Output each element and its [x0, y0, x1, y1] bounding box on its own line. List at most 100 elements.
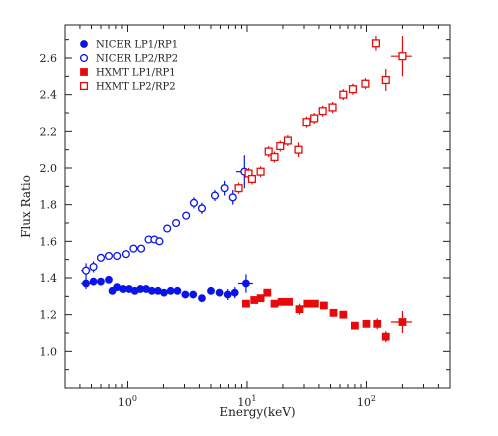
data-point [348, 83, 357, 95]
x-tick-exponent: 0 [132, 394, 137, 403]
point-marker [381, 332, 390, 341]
point-marker [207, 286, 215, 295]
point-marker [96, 253, 106, 262]
point-marker [371, 39, 380, 48]
point-marker [182, 211, 191, 220]
data-point [129, 244, 138, 253]
legend-marker [79, 81, 89, 91]
legend-marker [80, 68, 88, 76]
data-point [303, 299, 312, 308]
data-point [295, 303, 304, 315]
point-marker [398, 318, 407, 326]
point-marker [285, 297, 293, 306]
data-point [160, 288, 168, 297]
data-point [285, 297, 293, 306]
point-marker [181, 290, 190, 299]
data-point [220, 180, 229, 196]
data-point [228, 190, 237, 205]
data-point [362, 319, 371, 328]
legend-label: NICER LP1/RP1 [96, 40, 178, 51]
point-marker [373, 319, 382, 328]
data-point [198, 294, 206, 303]
legend-item: HXMT LP2/RP2 [79, 81, 176, 93]
y-tick-label: 1.8 [40, 199, 58, 212]
data-point [137, 244, 146, 253]
point-marker [361, 79, 370, 88]
x-tick-base: 10 [357, 396, 371, 409]
point-marker [263, 288, 272, 297]
data-point [256, 166, 265, 178]
point-marker [328, 103, 337, 112]
data-point [276, 140, 285, 152]
point-marker [398, 52, 407, 61]
data-point [223, 289, 232, 300]
data-point [189, 197, 199, 209]
data-point [104, 251, 114, 261]
point-marker [197, 204, 207, 213]
point-marker [173, 286, 182, 295]
point-marker [172, 218, 181, 228]
point-marker [350, 321, 359, 330]
point-marker [339, 90, 348, 99]
data-point [237, 274, 253, 293]
point-marker [215, 288, 224, 297]
point-marker [81, 266, 91, 275]
data-point [172, 218, 181, 228]
point-marker [283, 136, 292, 145]
data-point [310, 113, 319, 124]
x-tick-label: 102 [357, 394, 376, 409]
legend-marker [79, 53, 89, 63]
point-marker [220, 184, 229, 193]
data-point [173, 286, 182, 295]
series-2 [81, 155, 252, 278]
x-axis-ticks: 100 101 102 [64, 25, 451, 409]
point-marker [104, 251, 114, 261]
data-point [302, 116, 311, 128]
point-marker [105, 275, 113, 284]
x-axis-label: Energy(keV) [219, 405, 295, 419]
point-marker [270, 152, 279, 162]
data-point [339, 310, 348, 319]
data-point [181, 290, 190, 299]
data-point [105, 275, 113, 284]
data-point [270, 151, 279, 163]
point-marker [89, 262, 98, 272]
x-tick-base: 10 [237, 396, 251, 409]
data-point [136, 285, 145, 293]
point-marker [97, 277, 105, 286]
data-point [373, 318, 382, 330]
point-marker [163, 224, 172, 233]
data-point [264, 146, 273, 157]
legend: NICER LP1/RP1 NICER LP2/RP2 HXMT LP1/RP1 HX… [79, 40, 178, 93]
data-point [81, 278, 91, 289]
y-tick-label: 1.6 [40, 235, 58, 248]
point-marker [155, 237, 164, 246]
point-marker [310, 299, 319, 308]
data-point [283, 135, 292, 146]
point-marker [276, 141, 285, 151]
legend-label: NICER LP2/RP2 [96, 54, 178, 65]
legend-label: HXMT LP1/RP1 [96, 68, 176, 79]
y-tick-label: 1.4 [40, 272, 58, 285]
x-tick-label: 101 [237, 394, 256, 409]
data-point [277, 297, 286, 306]
data-point [247, 173, 256, 185]
data-point [250, 296, 259, 304]
x-tick-label: 100 [118, 394, 137, 409]
point-marker [295, 305, 304, 314]
data-point [234, 182, 243, 194]
point-marker [230, 288, 239, 297]
point-marker [381, 75, 390, 85]
legend-item: HXMT LP1/RP1 [80, 68, 176, 79]
legend-marker [80, 40, 88, 48]
y-tick-label: 1.2 [40, 309, 58, 322]
legend-item: NICER LP2/RP2 [79, 53, 178, 65]
series-4 [234, 36, 412, 194]
point-marker [228, 193, 237, 202]
data-point [350, 321, 359, 330]
x-tick-exponent: 2 [371, 394, 376, 403]
data-point [166, 286, 175, 295]
data-point [371, 36, 380, 51]
data-point [390, 311, 412, 333]
